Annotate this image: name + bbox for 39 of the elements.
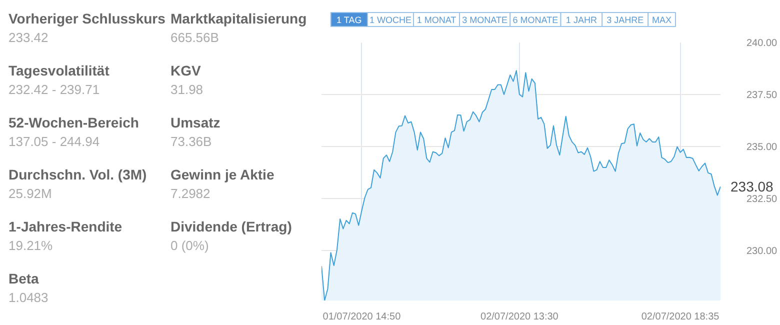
text: 233.42 [8,30,48,45]
text: Dividende (Ertrag) [170,218,292,234]
text: Umsatz [170,114,220,130]
y-tick-label: 235.00 [746,142,778,154]
y-tick-label: 232.50 [746,194,778,206]
text: 665.56B [170,30,219,45]
y-tick-label: 230.00 [746,246,778,258]
text: 19.21% [8,238,54,253]
text: 1 MONAT [416,15,457,25]
text: 137.05 - 244.94 [8,134,100,149]
text: 52-Wochen-Bereich [8,114,139,130]
text: Tagesvolatilität [8,62,110,78]
x-tick-label: 01/07/2020 14:50 [322,312,402,322]
text: 1 WOCHE [370,15,412,25]
x-tick-label: 02/07/2020 13:30 [480,312,559,322]
text: 1-Jahres-Rendite [8,218,122,234]
text: Gewinn je Aktie [170,166,274,182]
x-tick-label: 02/07/2020 18:35 [641,312,720,322]
text: 7.2982 [170,186,210,201]
text: 25.92M [8,186,52,201]
text: 0 (0%) [170,238,209,253]
text: 73.36B [170,134,212,149]
text: 232.42 - 239.71 [8,82,100,97]
text: 3 JAHRE [606,15,644,25]
y-tick-label: 237.50 [746,90,778,102]
y-tick-label: 240.00 [746,38,778,49]
text: MAX [652,15,672,25]
text: 233.08 [730,178,774,194]
text: Beta [8,270,40,286]
text: Marktkapitalisierung [170,10,307,26]
text: Durchschn. Vol. (3M) [8,166,147,182]
text: 1 JAHR [566,15,598,25]
text: 3 MONATE [462,15,508,25]
text: KGV [170,62,202,78]
text: 1.0483 [8,290,48,305]
text: Vorheriger Schlusskurs [8,10,166,26]
text: 6 MONATE [512,15,558,25]
text: 1 TAG [336,15,362,25]
text: 31.98 [170,82,204,97]
